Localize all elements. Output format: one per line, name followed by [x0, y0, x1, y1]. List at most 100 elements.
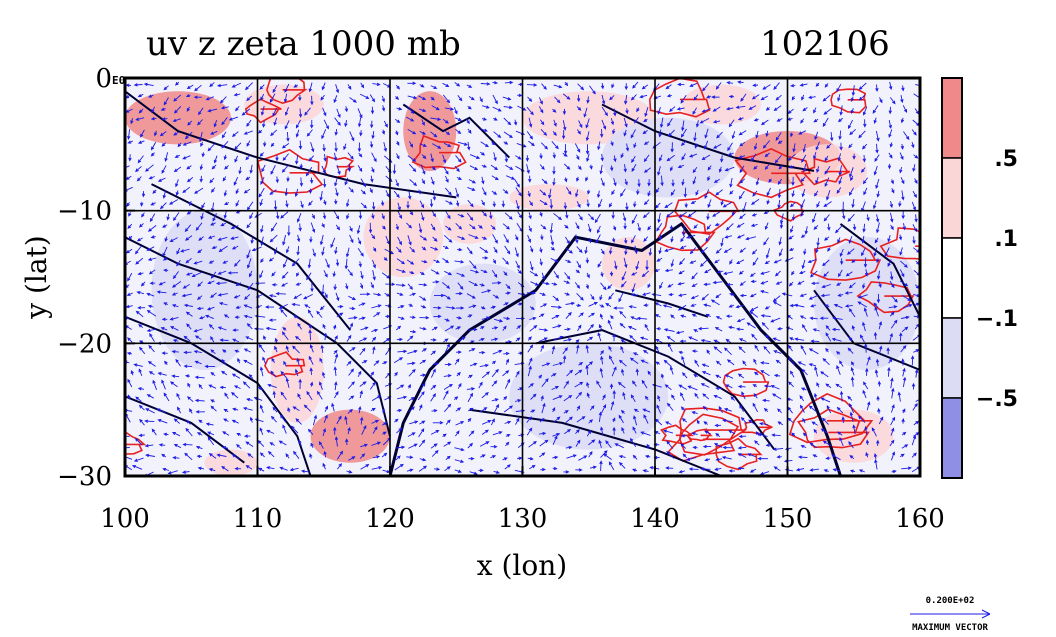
wind-vector [713, 178, 720, 183]
wind-vector [210, 130, 218, 135]
wind-vector [408, 303, 414, 307]
wind-vector [432, 236, 438, 242]
wind-vector [184, 452, 193, 461]
wind-vector [837, 237, 841, 244]
wind-vector [233, 294, 241, 299]
wind-vector [644, 395, 649, 401]
wind-vector [467, 407, 474, 412]
wind-vector [772, 337, 781, 342]
wind-vector [292, 345, 300, 354]
wind-vector [640, 359, 649, 364]
wind-vector [837, 117, 843, 123]
wind-vector [588, 237, 592, 244]
wind-vector [634, 245, 638, 255]
wind-vector [861, 247, 866, 257]
wind-vector [655, 327, 662, 331]
wind-vector [480, 82, 491, 86]
wind-vector [691, 432, 698, 436]
wind-vector [888, 120, 893, 129]
wind-vector [515, 417, 520, 425]
wind-vector [197, 249, 203, 254]
wind-vector [753, 371, 759, 376]
wind-vector [333, 210, 340, 220]
wind-vector [479, 246, 489, 253]
wind-vector [492, 294, 500, 299]
wind-vector [407, 349, 418, 355]
wind-vector [173, 212, 180, 222]
wind-vector [299, 177, 304, 187]
wind-vector [163, 432, 169, 437]
wind-vector [692, 107, 697, 115]
wind-vector [618, 461, 626, 469]
wind-vector [147, 225, 157, 232]
wind-vector [274, 345, 278, 353]
wind-vector [137, 140, 145, 144]
wind-vector [632, 454, 638, 460]
wind-vector [715, 386, 723, 391]
wind-vector [611, 83, 615, 89]
wind-vector [159, 202, 167, 210]
wind-vector [611, 211, 615, 220]
wind-vector [344, 258, 349, 270]
wind-vector [677, 304, 687, 311]
wind-vector [357, 108, 363, 119]
wind-vector [405, 116, 415, 122]
wind-vector [271, 283, 278, 287]
wind-vector [222, 349, 227, 353]
wind-vector [176, 260, 181, 267]
wind-vector [222, 446, 229, 450]
wind-vector [813, 224, 819, 230]
wind-vector [176, 406, 182, 414]
wind-vector [134, 245, 142, 255]
wind-vector [248, 270, 253, 278]
wind-vector [670, 314, 675, 319]
wind-vector [323, 119, 329, 130]
wind-vector [502, 457, 508, 461]
wind-vector [409, 420, 419, 425]
wind-vector [281, 164, 289, 173]
wind-vector [467, 392, 474, 403]
wind-vector [347, 381, 355, 389]
wind-vector [128, 212, 132, 217]
wind-vector [323, 450, 327, 458]
wind-vector [564, 292, 571, 296]
wind-vector [790, 84, 796, 88]
wind-vector [372, 201, 376, 211]
wind-vector [777, 199, 781, 209]
wind-vector [586, 272, 590, 279]
wind-vector [800, 234, 806, 238]
wind-vector [466, 387, 476, 391]
wind-vector [453, 396, 459, 401]
wind-vector [773, 466, 781, 472]
wind-vector [624, 178, 628, 186]
wind-vector [799, 404, 805, 413]
wind-vector [493, 152, 497, 162]
x-tick-label: 160 [895, 504, 945, 534]
wind-vector [586, 153, 590, 162]
wind-vector [575, 439, 581, 447]
wind-vector [146, 246, 155, 251]
wind-vector [213, 155, 218, 164]
wind-vector [608, 461, 615, 471]
wind-vector [753, 118, 759, 122]
wind-vector [820, 293, 830, 298]
height-contour [535, 329, 776, 451]
wind-vector [467, 442, 474, 449]
wind-vector [420, 164, 426, 175]
wind-vector [682, 453, 688, 459]
wind-vector [790, 225, 794, 234]
wind-vector [692, 445, 698, 450]
wind-vector [647, 190, 651, 197]
wind-vector [407, 95, 418, 100]
wind-vector [445, 210, 451, 220]
wind-vector [381, 105, 386, 112]
wind-vector [714, 326, 723, 332]
wind-vector [680, 95, 687, 104]
wind-vector [668, 292, 674, 297]
wind-vector [126, 202, 130, 208]
wind-vector [310, 222, 316, 234]
wind-vector [231, 391, 239, 399]
wind-vector [620, 345, 624, 354]
wind-vector [205, 314, 214, 320]
wind-vector [480, 269, 488, 274]
